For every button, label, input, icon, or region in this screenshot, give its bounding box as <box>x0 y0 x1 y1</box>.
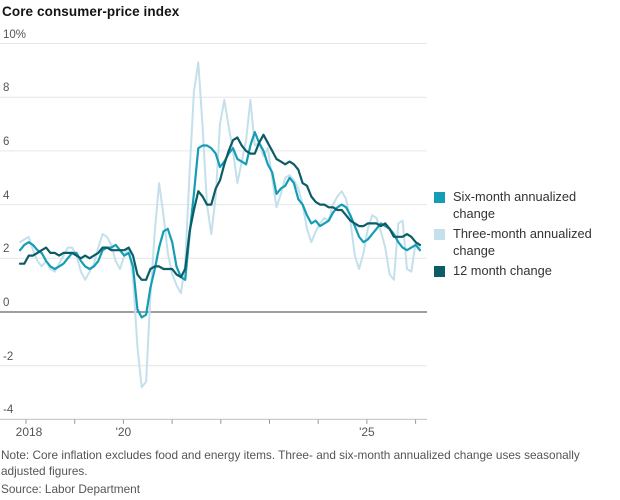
three-month-swatch-icon <box>434 229 445 240</box>
y-tick-label: 6 <box>3 135 10 148</box>
legend-item-twelve-month: 12 month change <box>432 262 618 279</box>
y-tick-label: 8 <box>3 82 10 95</box>
six-month-swatch-icon <box>434 192 445 203</box>
legend-label-twelve-month: 12 month change <box>453 263 552 278</box>
legend: Six-month annualized change Three-month … <box>432 188 618 282</box>
y-tick-label: 2 <box>3 243 10 256</box>
series-line-six-month <box>18 131 422 319</box>
source-line: Source: Labor Department <box>1 481 141 496</box>
y-tick-label: 4 <box>3 189 10 202</box>
chart-footer: Note: Core inflation excludes food and e… <box>1 448 617 496</box>
y-tick-label: 0 <box>3 297 10 309</box>
y-tick-label: -4 <box>3 404 14 417</box>
legend-label-six-month: Six-month annualized change <box>453 189 577 221</box>
x-tick-label: 2018 <box>15 425 43 439</box>
x-tick-label: '25 <box>359 425 375 439</box>
series-line-twelve-month <box>18 133 422 281</box>
x-tick-label: '20 <box>115 425 132 439</box>
series-line-three-month <box>19 61 421 389</box>
legend-label-three-month: Three-month annualized change <box>453 226 592 258</box>
legend-item-three-month: Three-month annualized change <box>432 225 618 259</box>
legend-item-six-month: Six-month annualized change <box>432 188 618 222</box>
footnote: Note: Core inflation excludes food and e… <box>1 448 580 478</box>
y-tick-label: 10% <box>3 28 27 41</box>
chart-title: Core consumer-price index <box>2 4 180 19</box>
twelve-month-swatch-icon <box>434 266 445 277</box>
y-tick-label: -2 <box>3 350 14 363</box>
